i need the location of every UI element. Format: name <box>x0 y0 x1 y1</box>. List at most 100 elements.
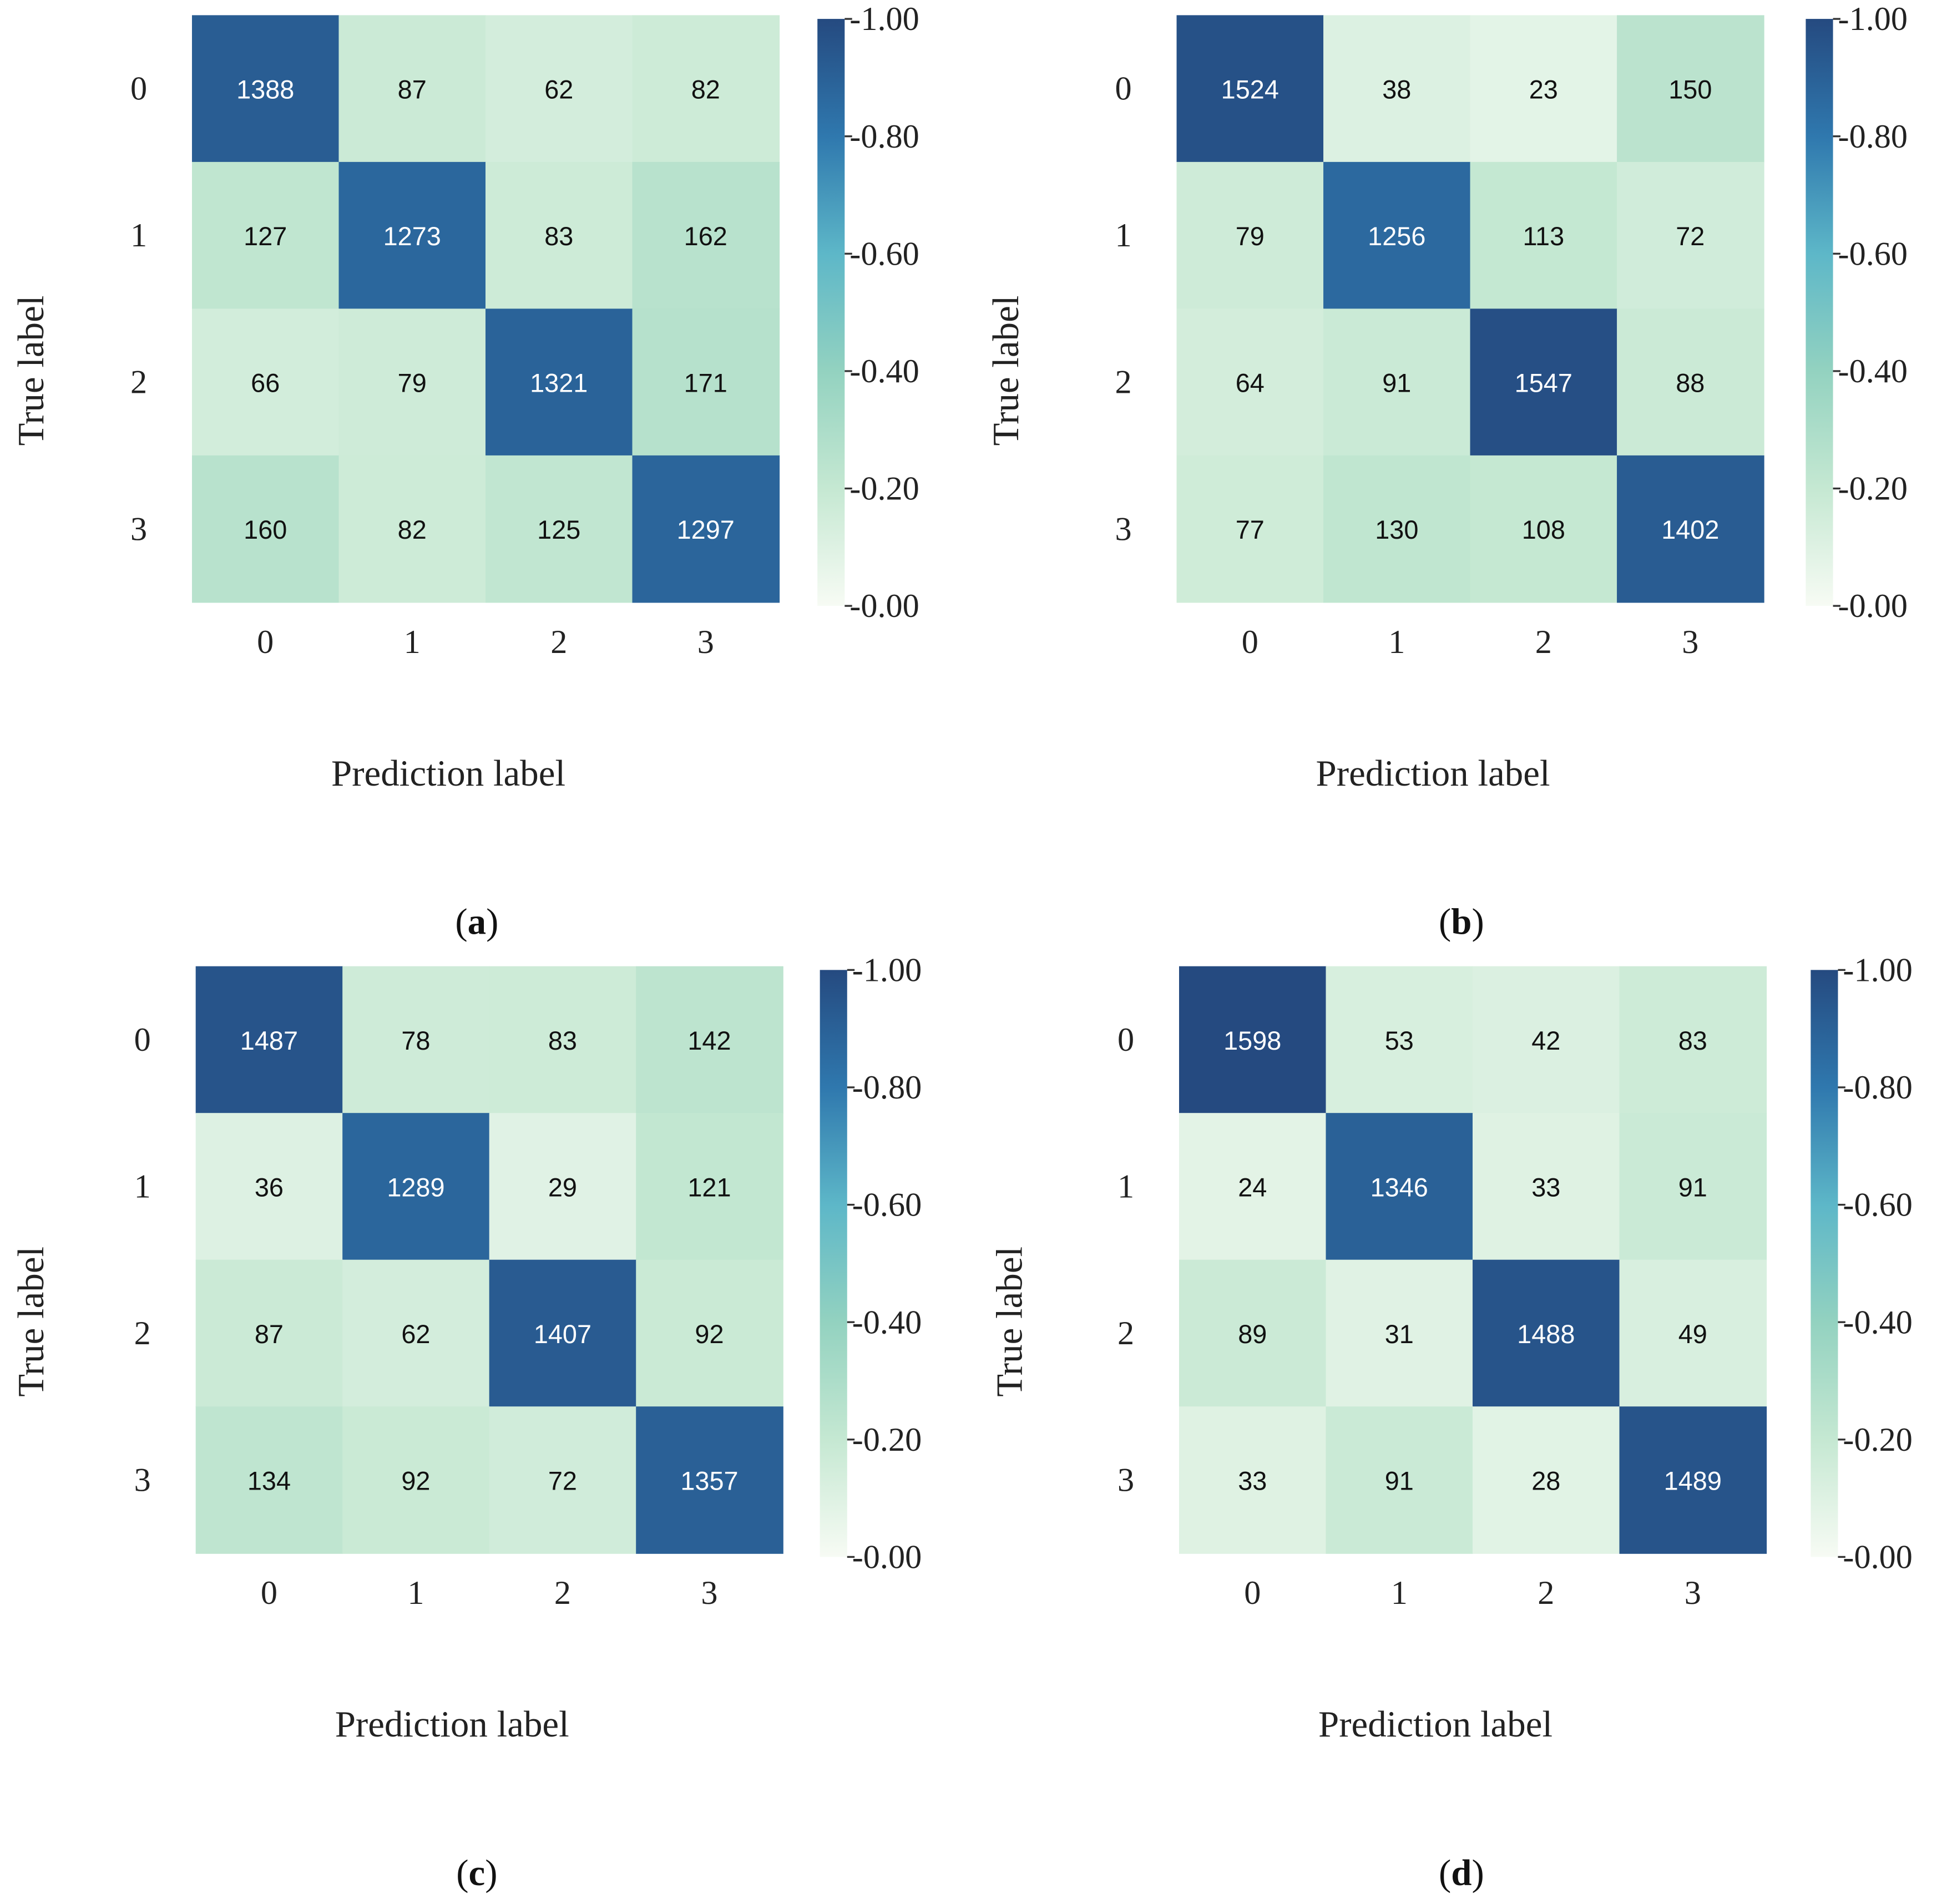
cell-value-label: 62 <box>401 1320 430 1349</box>
colorbar-tick-label: -0.40 <box>852 1304 922 1341</box>
cell-value-label: 91 <box>1382 369 1411 398</box>
cell-value-label: 1256 <box>1368 222 1425 251</box>
x-tick-label: 3 <box>1682 624 1698 661</box>
colorbar-tick-label: -0.80 <box>1838 118 1908 155</box>
cell-value-label: 1346 <box>1370 1173 1428 1202</box>
heatmap-cell <box>486 455 633 603</box>
caption-close-paren: ) <box>486 902 498 943</box>
cell-value-label: 127 <box>244 222 287 251</box>
caption-open-paren: ( <box>456 1852 468 1893</box>
cell-value-label: 82 <box>691 75 720 104</box>
colorbar-tick-label: -1.00 <box>1843 951 1913 989</box>
heatmap-cell <box>338 15 487 163</box>
heatmap-cell <box>342 966 490 1114</box>
heatmap-cell <box>191 15 340 163</box>
heatmap-cell <box>1473 1259 1620 1407</box>
x-tick-label: 1 <box>407 1574 424 1612</box>
colorbar-tick-label: -0.00 <box>1843 1538 1913 1576</box>
y-axis-label: True label <box>11 296 52 446</box>
heatmap-cell <box>195 1406 343 1554</box>
heatmap-cell <box>1176 455 1324 603</box>
heatmap-cell <box>191 161 340 310</box>
x-axis-label: Prediction label <box>1316 753 1550 794</box>
y-tick-label: 1 <box>134 1168 151 1206</box>
heatmap-cell <box>1326 1406 1474 1554</box>
x-tick-label: 2 <box>1535 624 1552 661</box>
colorbar-tick-label: -0.60 <box>1838 235 1908 272</box>
cell-value-label: 91 <box>1385 1466 1414 1495</box>
x-axis-label: Prediction label <box>335 1704 569 1745</box>
cell-value-label: 1289 <box>387 1173 444 1202</box>
y-tick-label: 3 <box>134 1462 151 1499</box>
colorbar-tick-label: -1.00 <box>852 951 922 989</box>
cell-value-label: 24 <box>1238 1173 1267 1202</box>
heatmap-cell <box>636 1406 783 1554</box>
cell-value-label: 36 <box>255 1173 284 1202</box>
caption-close-paren: ) <box>1472 1852 1484 1893</box>
heatmap-cell <box>1619 1259 1767 1407</box>
cell-value-label: 125 <box>537 515 580 544</box>
heatmap-cell <box>1617 308 1764 457</box>
heatmap-cell <box>1176 308 1324 457</box>
y-tick-label: 0 <box>1117 1021 1134 1059</box>
heatmap-cell <box>489 1113 637 1260</box>
colorbar-tick-label: -0.20 <box>1838 470 1908 508</box>
heatmap-cell <box>489 1259 637 1407</box>
heatmap-cell <box>486 15 633 163</box>
colorbar <box>1810 970 1838 1557</box>
heatmap-cell <box>486 161 633 310</box>
heatmap-cell <box>1470 308 1618 457</box>
cell-value-label: 83 <box>544 222 573 251</box>
caption-letter: d <box>1451 1852 1471 1893</box>
cell-value-label: 78 <box>401 1026 430 1055</box>
cell-value-label: 64 <box>1236 369 1265 398</box>
cell-value-label: 91 <box>1678 1173 1707 1202</box>
y-tick-label: 2 <box>1115 364 1131 401</box>
colorbar-tick-label: -0.40 <box>1838 353 1908 390</box>
y-tick-label: 3 <box>1117 1462 1134 1499</box>
cell-value-label: 1489 <box>1664 1466 1722 1495</box>
cell-value-label: 33 <box>1531 1173 1560 1202</box>
x-tick-label: 0 <box>261 1574 277 1612</box>
heatmap-cell <box>1470 455 1618 603</box>
cell-value-label: 23 <box>1529 75 1558 104</box>
heatmap-cell <box>1617 161 1764 310</box>
heatmap-cell <box>338 455 487 603</box>
cell-value-label: 72 <box>1676 222 1705 251</box>
cell-value-label: 142 <box>687 1026 731 1055</box>
x-axis-label: Prediction label <box>1318 1704 1552 1745</box>
x-tick-label: 0 <box>1244 1574 1261 1612</box>
cell-value-label: 1598 <box>1223 1026 1281 1055</box>
y-tick-label: 3 <box>130 510 147 548</box>
heatmap-cell <box>489 1406 637 1554</box>
cell-value-label: 53 <box>1385 1026 1414 1055</box>
heatmap-cell <box>1473 1406 1620 1554</box>
panel-caption: (b) <box>1439 902 1484 943</box>
cell-value-label: 83 <box>548 1026 577 1055</box>
heatmap-cell <box>1179 1406 1327 1554</box>
cell-value-label: 92 <box>695 1320 724 1349</box>
heatmap-cell <box>1619 966 1767 1114</box>
heatmap-cell <box>342 1406 490 1554</box>
heatmap-cell <box>1619 1113 1767 1260</box>
cell-value-label: 1524 <box>1221 75 1279 104</box>
cell-value-label: 113 <box>1523 222 1564 251</box>
colorbar <box>820 970 847 1557</box>
cell-value-label: 72 <box>548 1466 577 1495</box>
cell-value-label: 49 <box>1678 1320 1707 1349</box>
heatmap-cell <box>489 966 637 1114</box>
heatmap-cell <box>486 308 633 457</box>
heatmap-cell <box>195 1113 343 1260</box>
heatmap-cell <box>1473 966 1620 1114</box>
y-tick-label: 1 <box>1117 1168 1134 1206</box>
cell-value-label: 130 <box>1375 515 1418 544</box>
heatmap-cell <box>1179 1113 1327 1260</box>
cell-value-label: 28 <box>1531 1466 1560 1495</box>
cell-value-label: 82 <box>398 515 427 544</box>
heatmap-cell <box>1619 1406 1767 1554</box>
y-tick-label: 1 <box>1115 217 1131 254</box>
y-axis-label: True label <box>11 1247 52 1397</box>
cell-value-label: 92 <box>401 1466 430 1495</box>
panel-caption: (d) <box>1439 1852 1484 1893</box>
